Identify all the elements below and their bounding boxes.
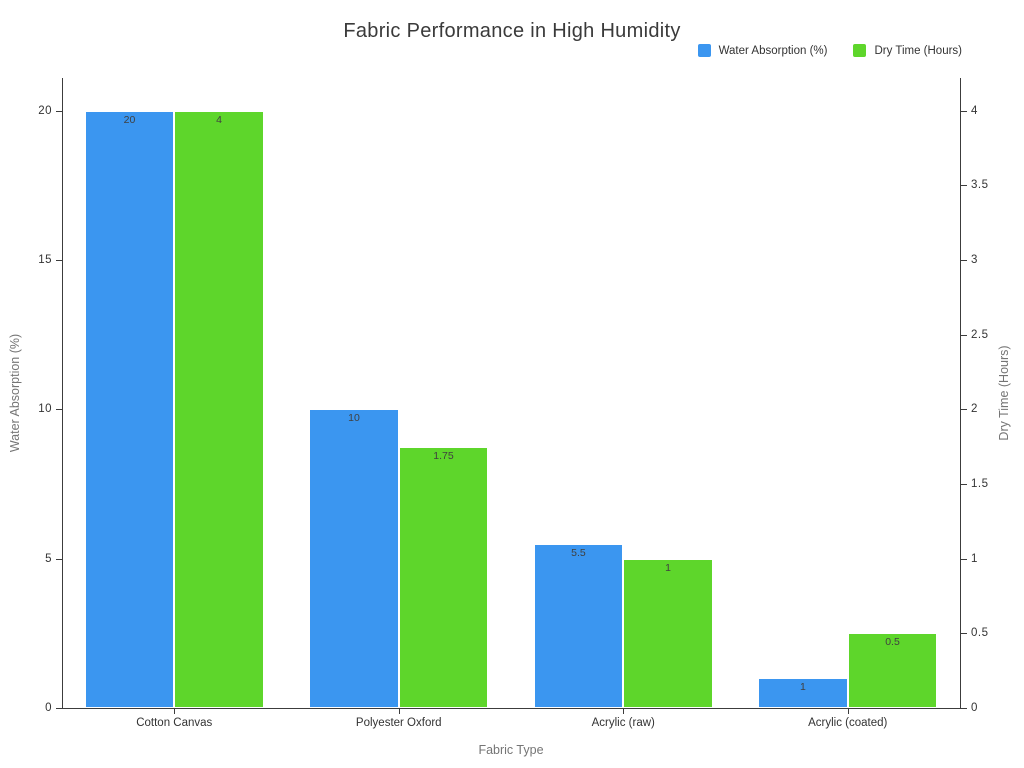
y-axis-right-tick-label: 3.5 [971,179,989,192]
y-axis-right-tick-label: 0.5 [971,627,989,640]
y-axis-right-tick [961,110,967,112]
bar-water-absorption-cotton-canvas [84,110,175,708]
bar-value-label-water-absorption-polyester-oxford: 10 [348,412,360,425]
bar-water-absorption-acrylic-raw [533,543,624,708]
x-axis-tick [398,709,400,714]
y-axis-right-tick [961,409,967,411]
y-axis-left-tick-label: 15 [38,254,52,267]
bar-value-label-dry-time-hours-polyester-oxford: 1.75 [433,449,454,462]
y-axis-right-tick [961,484,967,486]
bar-dry-time-hours-acrylic-coated [847,633,938,708]
y-axis-left-tick [56,558,62,560]
y-axis-left-tick [56,260,62,262]
y-axis-right-tick-label: 4 [971,104,978,117]
x-axis-category-label-acrylic-coated: Acrylic (coated) [808,717,888,729]
bar-value-label-water-absorption-acrylic-coated: 1 [800,681,806,694]
bar-value-label-water-absorption-acrylic-raw: 5.5 [571,546,586,559]
legend-item-water-absorption: Water Absorption (%) [697,44,828,57]
legend-swatch-icon [697,44,711,57]
y-axis-right-tick [961,185,967,187]
chart-title: Fabric Performance in High Humidity [343,20,681,42]
y-axis-left-tick-label: 20 [38,104,52,117]
bar-dry-time-hours-cotton-canvas [174,110,264,708]
bar-value-label-dry-time-hours-acrylic-coated: 0.5 [885,636,900,649]
bar-water-absorption-polyester-oxford [309,409,399,708]
y-axis-right-tick-label: 3 [971,254,978,267]
y-axis-right-tick [961,708,967,709]
y-axis-right-tick-label: 0 [971,702,978,714]
y-axis-left-tick [56,409,62,411]
bar-value-label-water-absorption-cotton-canvas: 20 [123,113,136,126]
y-axis-left-tick [56,110,62,112]
y-axis-left-tick-label: 10 [38,403,52,416]
y-axis-right-tick [961,260,967,262]
legend-label: Water Absorption (%) [718,44,828,57]
bar-water-absorption-acrylic-coated [758,678,848,708]
x-axis-spine [62,708,961,709]
y-axis-right-tick [961,334,967,336]
x-axis-category-label-polyester-oxford: Polyester Oxford [355,717,442,729]
bar-dry-time-hours-polyester-oxford [398,446,489,708]
y-axis-right-tick [961,558,967,560]
x-axis-tick [847,709,849,714]
x-axis-tick [623,709,625,714]
legend: Water Absorption (%) Dry Time (Hours) [697,44,962,57]
y-axis-right-tick [961,633,967,635]
legend-item-dry-time-hours: Dry Time (Hours) [853,44,962,57]
bar-value-label-dry-time-hours-acrylic-raw: 1 [665,561,671,574]
y-axis-right-tick-label: 1 [971,552,978,565]
x-axis-category-label-cotton-canvas: Cotton Canvas [136,717,213,729]
y-axis-right-spine [960,78,961,708]
y-axis-left-tick-label: 0 [45,702,52,714]
y-axis-right-tick-label: 2 [971,403,978,416]
x-axis-category-label-acrylic-raw: Acrylic (raw) [591,717,655,729]
bar-dry-time-hours-acrylic-raw [623,558,713,708]
y-axis-right-tick-label: 1.5 [971,478,989,491]
y-axis-left-spine [62,78,63,708]
bar-value-label-dry-time-hours-cotton-canvas: 4 [216,113,222,126]
x-axis-title: Fabric Type [478,743,544,757]
y-axis-right-tick-label: 2.5 [971,328,989,341]
legend-label: Dry Time (Hours) [874,44,962,57]
y-axis-left-tick-label: 5 [45,552,52,565]
legend-swatch-icon [853,44,867,57]
x-axis-tick [174,709,176,714]
y-axis-left-tick [56,708,62,709]
